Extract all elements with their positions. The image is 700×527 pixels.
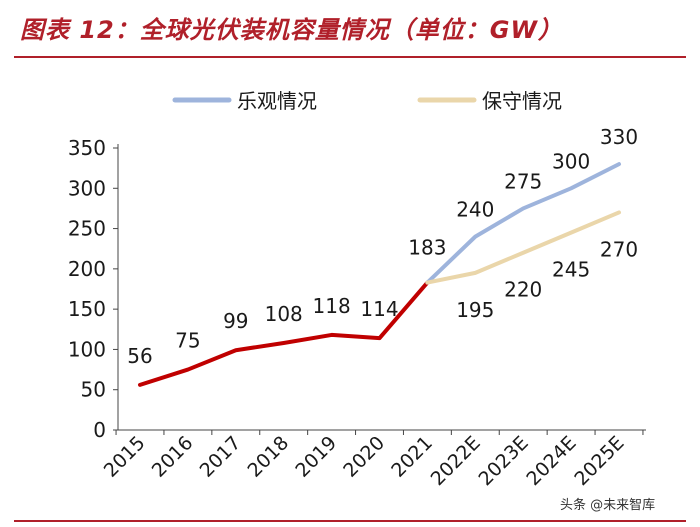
historical-line [138,280,430,387]
data-label-conservative: 270 [600,237,638,261]
data-label-conservative: 245 [552,258,590,282]
x-tick-label: 2017 [196,432,246,482]
data-label-optimistic: 240 [456,198,494,222]
conservative-line [425,210,621,285]
data-label-historical: 75 [175,329,200,353]
y-tick-label: 300 [68,176,106,200]
legend-label-optimistic: 乐观情况 [237,89,317,113]
y-tick-label: 250 [68,217,106,241]
chart-title: 图表 12：全球光伏装机容量情况（单位：GW） [20,16,563,44]
x-tick-label: 2015 [100,432,150,482]
bottom-divider [14,520,686,522]
title-divider [14,56,686,58]
legend-label-conservative: 保守情况 [482,89,562,113]
y-tick-label: 50 [81,378,106,402]
data-label-optimistic: 275 [504,169,542,193]
data-label-historical: 99 [223,309,248,333]
watermark: 头条 @未来智库 [560,498,656,513]
data-label-optimistic: 300 [552,149,590,173]
data-label-historical: 183 [408,236,446,260]
x-tick-label: 2023E [474,432,532,490]
x-tick-label: 2025E [570,432,628,490]
x-tick-label: 2018 [243,432,293,482]
y-tick-label: 350 [68,136,106,160]
x-tick-label: 2022E [427,432,485,490]
x-tick-label: 2020 [339,432,389,482]
data-label-historical: 108 [265,302,303,326]
data-label-historical: 114 [360,297,398,321]
data-label-conservative: 195 [456,298,494,322]
x-tick-label: 2019 [291,432,341,482]
data-label-historical: 56 [127,344,152,368]
data-label-historical: 118 [313,294,351,318]
y-tick-label: 100 [68,337,106,361]
y-tick-label: 150 [68,297,106,321]
x-tick-label: 2024E [522,432,580,490]
x-tick-label: 2016 [148,432,198,482]
optimistic-line [425,162,621,285]
y-tick-label: 200 [68,257,106,281]
y-tick-label: 0 [93,418,106,442]
data-label-conservative: 220 [504,278,542,302]
data-label-optimistic: 330 [600,125,638,149]
